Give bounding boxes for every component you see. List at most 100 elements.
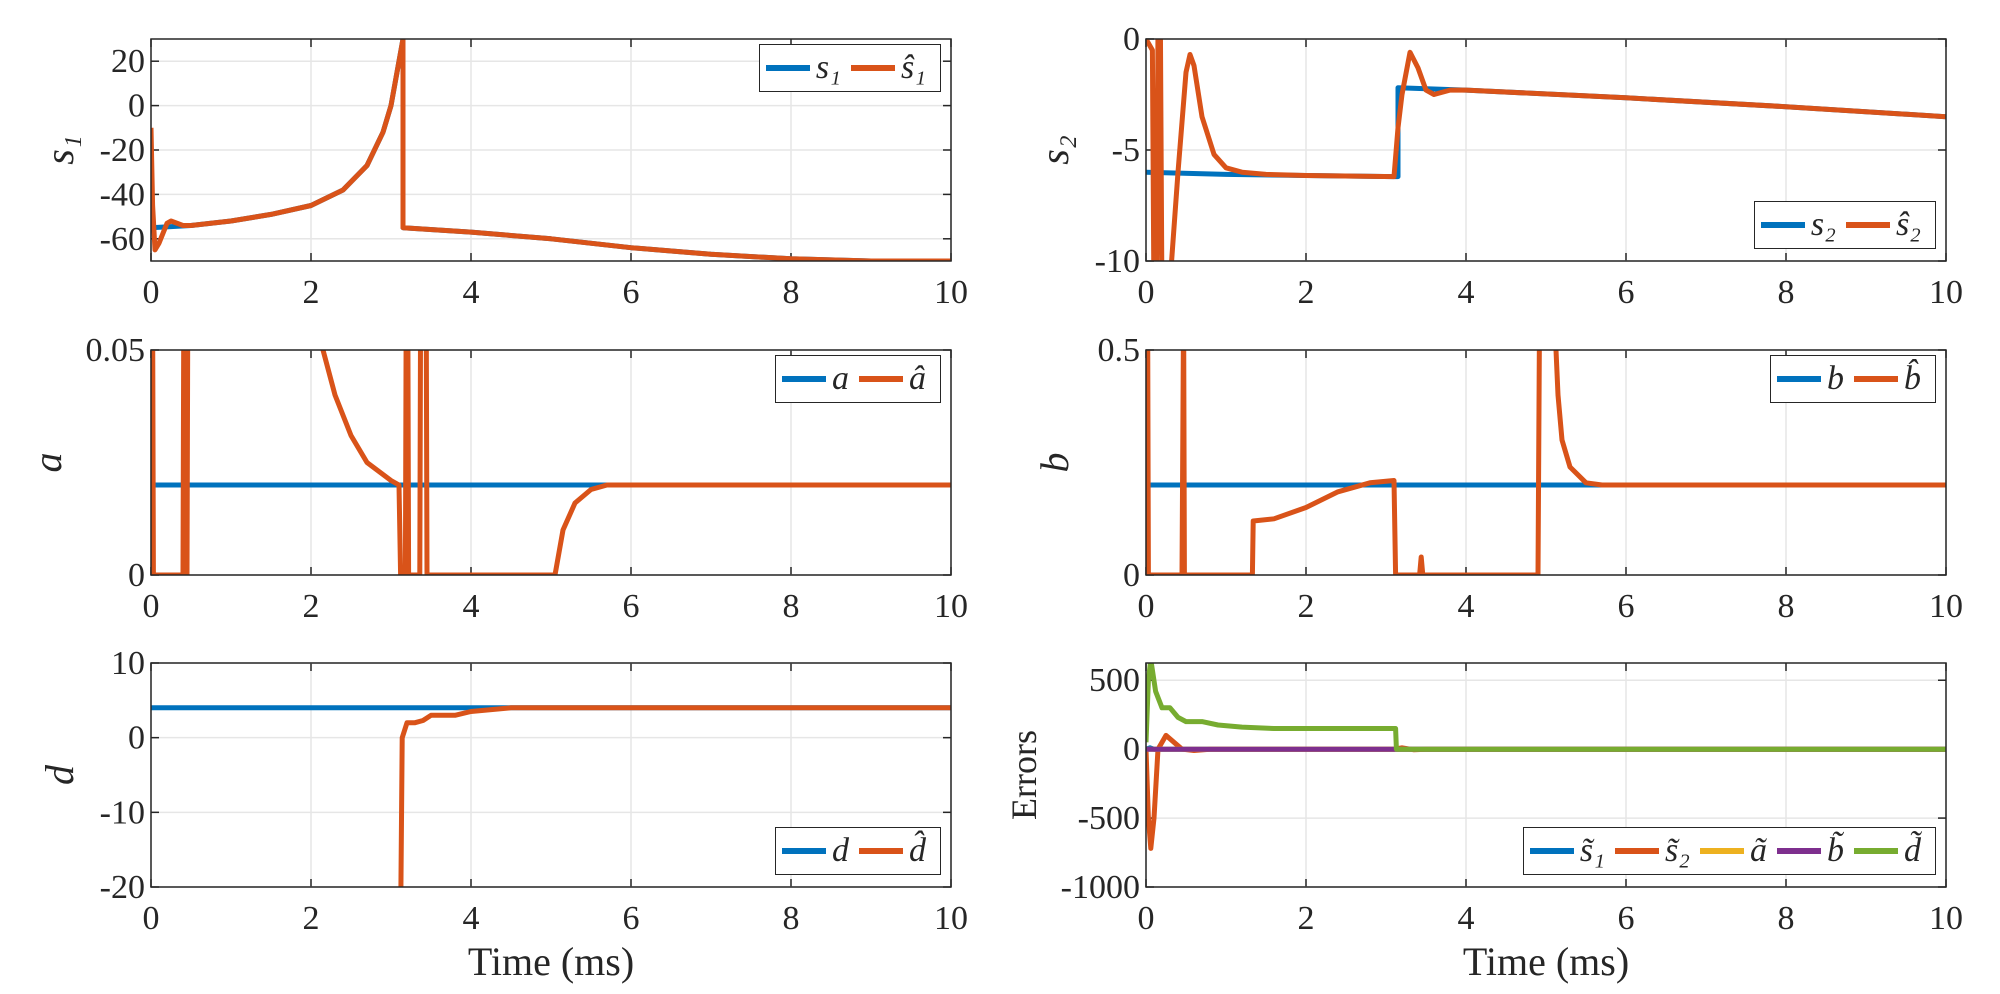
y-tick-label: -500 bbox=[1078, 800, 1140, 837]
y-tick-label: -40 bbox=[100, 176, 145, 213]
legend-label: b bbox=[1827, 360, 1844, 397]
legend-label: s̃₁ bbox=[1579, 832, 1605, 869]
legend-label: d̃ bbox=[1904, 832, 1921, 869]
legend-label: d bbox=[832, 832, 849, 869]
x-tick-label: 0 bbox=[1138, 274, 1155, 311]
legend-entry: b̂ bbox=[1854, 360, 1921, 398]
x-tick-label: 6 bbox=[1618, 588, 1635, 625]
legend-swatch bbox=[1854, 848, 1898, 854]
legend-label: s₂ bbox=[1810, 206, 1836, 243]
y-axis-label: a bbox=[25, 453, 70, 473]
axes-box bbox=[150, 349, 952, 576]
y-tick-label: -10 bbox=[1095, 243, 1140, 280]
series-line-errors-5 bbox=[1146, 663, 1946, 752]
y-tick-label: -20 bbox=[100, 869, 145, 906]
y-axis-label: d bbox=[37, 764, 82, 785]
legend-entry: s₂ bbox=[1760, 206, 1836, 244]
y-tick-label: 0 bbox=[1123, 21, 1140, 58]
legend-label: ã bbox=[1750, 832, 1767, 869]
y-tick-label: 0 bbox=[128, 557, 145, 594]
x-axis-label: Time (ms) bbox=[468, 939, 634, 984]
x-tick-label: 10 bbox=[1929, 274, 1963, 311]
x-tick-label: 4 bbox=[463, 900, 480, 937]
series-line-d-2 bbox=[398, 705, 951, 887]
legend-entry: d bbox=[782, 832, 849, 870]
x-tick-label: 6 bbox=[623, 588, 640, 625]
y-tick-label: 0 bbox=[1123, 731, 1140, 768]
legend-entry: â bbox=[859, 360, 926, 398]
legend-label: â bbox=[909, 360, 926, 397]
legend-entry: b bbox=[1777, 360, 1844, 398]
subplot-s2: 0 2 4 6 8 10 -10 -5 0 s₂ bbox=[1032, 21, 1963, 311]
legend-swatch bbox=[1854, 376, 1898, 382]
legend-errors: s̃₁ s̃₂ ã b̃ d̃ bbox=[1522, 827, 1936, 875]
legend-label: ŝ₂ bbox=[1895, 206, 1921, 243]
legend-s1: s₁ ŝ₁ bbox=[758, 44, 941, 92]
x-tick-label: 10 bbox=[934, 274, 968, 311]
x-tick-label: 2 bbox=[1298, 274, 1315, 311]
x-axis-label: Time (ms) bbox=[1463, 939, 1629, 984]
legend-label: d̂ bbox=[909, 832, 926, 869]
legend-swatch bbox=[1700, 848, 1744, 854]
y-axis-label: Errors bbox=[1004, 730, 1044, 820]
x-tick-label: 8 bbox=[783, 274, 800, 311]
legend-swatch bbox=[859, 848, 903, 854]
x-tick-label: 8 bbox=[1778, 900, 1795, 937]
x-tick-label: 10 bbox=[934, 588, 968, 625]
legend-swatch bbox=[765, 65, 810, 71]
legend-label: b̃ bbox=[1827, 832, 1844, 869]
legend-b: b b̂ bbox=[1770, 355, 1936, 403]
legend-entry: s̃₂ bbox=[1614, 832, 1690, 870]
y-tick-label: -60 bbox=[100, 221, 145, 258]
subplot-d: 0 2 4 6 8 10 -20 -10 0 10 d Time (ms) bbox=[37, 645, 968, 984]
subplot-s1: 0 2 4 6 8 10 -60 -40 -20 0 20 s₁ bbox=[37, 38, 968, 311]
legend-swatch bbox=[1777, 376, 1821, 382]
x-tick-label: 4 bbox=[1458, 900, 1475, 937]
legend-swatch bbox=[1845, 222, 1890, 228]
y-tick-label: -20 bbox=[100, 132, 145, 169]
legend-s2: s₂ ŝ₂ bbox=[1753, 201, 1936, 249]
x-tick-label: 2 bbox=[303, 274, 320, 311]
x-tick-label: 4 bbox=[463, 588, 480, 625]
legend-swatch bbox=[859, 376, 903, 382]
x-tick-label: 8 bbox=[1778, 588, 1795, 625]
x-tick-label: 6 bbox=[1618, 274, 1635, 311]
x-tick-label: 4 bbox=[1458, 274, 1475, 311]
y-tick-label: 10 bbox=[111, 645, 145, 682]
x-tick-label: 10 bbox=[934, 900, 968, 937]
axes-box bbox=[150, 662, 952, 888]
x-tick-label: 8 bbox=[783, 900, 800, 937]
series-line-s1-2 bbox=[151, 39, 951, 261]
series-line-s2-1 bbox=[1146, 85, 1946, 180]
legend-swatch bbox=[850, 65, 895, 71]
y-tick-label: 0 bbox=[128, 88, 145, 125]
axes-box bbox=[1145, 662, 1947, 888]
legend-label: s₁ bbox=[815, 49, 841, 86]
x-tick-label: 8 bbox=[1778, 274, 1795, 311]
legend-swatch bbox=[1777, 848, 1821, 854]
axes-box bbox=[1145, 349, 1947, 576]
x-tick-label: 2 bbox=[1298, 900, 1315, 937]
y-tick-label: 20 bbox=[111, 43, 145, 80]
y-tick-label: 0.05 bbox=[86, 332, 146, 369]
legend-entry: d̂ bbox=[859, 832, 926, 870]
subplot-errors: 0 2 4 6 8 10 -1000 -500 0 500 Errors Time (ms) bbox=[1004, 662, 1963, 984]
y-axis-label: s₂ bbox=[1032, 135, 1077, 164]
axes-box bbox=[150, 38, 952, 262]
y-tick-label: -1000 bbox=[1061, 869, 1140, 906]
x-tick-label: 6 bbox=[1618, 900, 1635, 937]
y-tick-label: 0 bbox=[1123, 557, 1140, 594]
x-tick-label: 0 bbox=[1138, 588, 1155, 625]
legend-label: ŝ₁ bbox=[900, 49, 926, 86]
y-tick-label: 0.5 bbox=[1098, 332, 1141, 369]
y-axis-label: b bbox=[1032, 453, 1077, 473]
y-axis-label: s₁ bbox=[37, 135, 82, 164]
x-tick-label: 8 bbox=[783, 588, 800, 625]
series-line-b-2 bbox=[1146, 350, 1946, 575]
legend-swatch bbox=[1614, 848, 1659, 854]
series-line-a-2 bbox=[151, 350, 951, 575]
legend-entry: b̃ bbox=[1777, 832, 1844, 870]
legend-entry: s̃₁ bbox=[1529, 832, 1605, 870]
